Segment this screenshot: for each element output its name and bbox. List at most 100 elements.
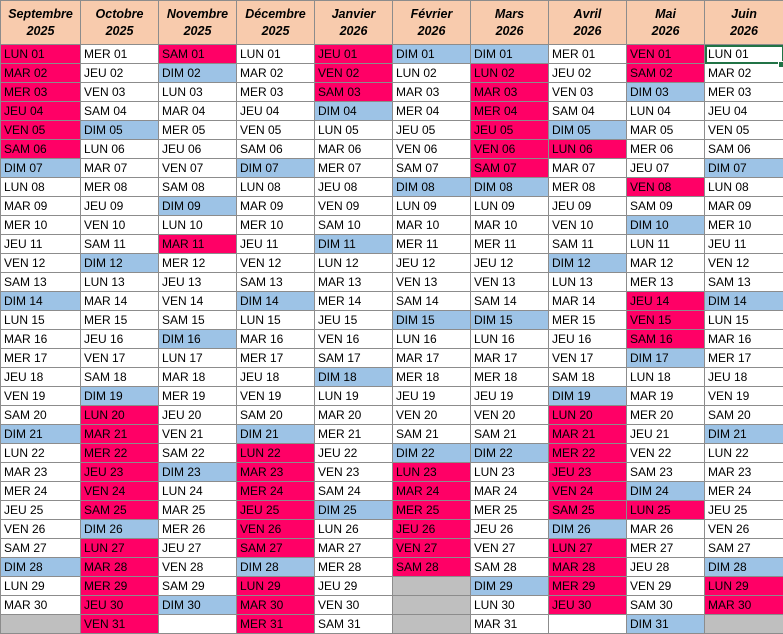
day-cell[interactable]: JEU 30 xyxy=(549,596,627,615)
day-cell[interactable]: VEN 03 xyxy=(81,83,159,102)
day-cell[interactable]: MER 11 xyxy=(393,235,471,254)
day-cell[interactable]: MER 06 xyxy=(627,140,705,159)
day-cell[interactable]: JEU 02 xyxy=(81,64,159,83)
day-cell[interactable]: MAR 05 xyxy=(627,121,705,140)
day-cell[interactable]: LUN 09 xyxy=(471,197,549,216)
day-cell[interactable]: LUN 02 xyxy=(471,64,549,83)
day-cell[interactable]: MER 15 xyxy=(549,311,627,330)
day-cell[interactable]: VEN 24 xyxy=(81,482,159,501)
day-cell[interactable]: MER 08 xyxy=(81,178,159,197)
day-cell[interactable]: MAR 28 xyxy=(549,558,627,577)
day-cell[interactable]: LUN 02 xyxy=(393,64,471,83)
day-cell[interactable]: DIM 26 xyxy=(549,520,627,539)
day-cell[interactable]: JEU 28 xyxy=(627,558,705,577)
day-cell[interactable]: LUN 15 xyxy=(237,311,315,330)
day-cell[interactable]: JEU 25 xyxy=(1,501,81,520)
day-cell[interactable]: MAR 26 xyxy=(627,520,705,539)
day-cell[interactable]: DIM 19 xyxy=(81,387,159,406)
day-cell[interactable]: MAR 16 xyxy=(1,330,81,349)
day-cell[interactable]: MAR 30 xyxy=(705,596,783,615)
day-cell[interactable]: DIM 08 xyxy=(393,178,471,197)
day-cell[interactable]: MAR 12 xyxy=(627,254,705,273)
day-cell[interactable]: LUN 17 xyxy=(159,349,237,368)
day-cell[interactable]: MAR 24 xyxy=(471,482,549,501)
day-cell[interactable]: LUN 29 xyxy=(237,577,315,596)
fill-handle[interactable] xyxy=(778,61,783,68)
day-cell[interactable]: MAR 23 xyxy=(237,463,315,482)
day-cell[interactable]: DIM 31 xyxy=(627,615,705,634)
day-cell[interactable]: MAR 20 xyxy=(315,406,393,425)
day-cell[interactable]: DIM 28 xyxy=(237,558,315,577)
day-cell[interactable]: JEU 12 xyxy=(471,254,549,273)
day-cell[interactable]: MAR 07 xyxy=(81,159,159,178)
day-cell[interactable]: DIM 21 xyxy=(705,425,783,444)
day-cell[interactable]: SAM 20 xyxy=(705,406,783,425)
day-cell[interactable]: LUN 27 xyxy=(81,539,159,558)
day-cell[interactable]: DIM 23 xyxy=(159,463,237,482)
day-cell[interactable]: MER 24 xyxy=(237,482,315,501)
day-cell[interactable]: VEN 17 xyxy=(81,349,159,368)
day-cell[interactable]: JEU 04 xyxy=(237,102,315,121)
day-cell[interactable]: DIM 30 xyxy=(159,596,237,615)
day-cell[interactable]: MAR 23 xyxy=(1,463,81,482)
day-cell[interactable]: VEN 10 xyxy=(549,216,627,235)
day-cell[interactable]: MER 05 xyxy=(159,121,237,140)
day-cell[interactable]: JEU 14 xyxy=(627,292,705,311)
day-cell[interactable]: LUN 11 xyxy=(627,235,705,254)
day-cell[interactable]: LUN 22 xyxy=(1,444,81,463)
day-cell[interactable]: VEN 29 xyxy=(627,577,705,596)
day-cell[interactable]: JEU 18 xyxy=(705,368,783,387)
day-cell[interactable]: DIM 12 xyxy=(81,254,159,273)
day-cell[interactable]: JEU 05 xyxy=(471,121,549,140)
day-cell[interactable]: MAR 31 xyxy=(471,615,549,634)
day-cell[interactable]: JEU 12 xyxy=(393,254,471,273)
day-cell[interactable]: JEU 26 xyxy=(471,520,549,539)
day-cell[interactable]: JEU 11 xyxy=(705,235,783,254)
day-cell[interactable]: LUN 06 xyxy=(81,140,159,159)
day-cell[interactable]: JEU 26 xyxy=(393,520,471,539)
day-cell[interactable]: MAR 11 xyxy=(159,235,237,254)
day-cell[interactable]: MER 17 xyxy=(705,349,783,368)
day-cell[interactable]: DIM 08 xyxy=(471,178,549,197)
day-cell[interactable]: SAM 04 xyxy=(81,102,159,121)
day-cell[interactable]: MAR 10 xyxy=(471,216,549,235)
day-cell[interactable]: JEU 25 xyxy=(237,501,315,520)
day-cell[interactable]: LUN 29 xyxy=(1,577,81,596)
day-cell[interactable]: MAR 07 xyxy=(549,159,627,178)
day-cell[interactable]: JEU 02 xyxy=(549,64,627,83)
day-cell[interactable]: MER 21 xyxy=(315,425,393,444)
day-cell[interactable]: DIM 02 xyxy=(159,64,237,83)
day-cell[interactable]: VEN 14 xyxy=(159,292,237,311)
day-cell[interactable]: VEN 12 xyxy=(237,254,315,273)
day-cell[interactable]: MAR 13 xyxy=(315,273,393,292)
day-cell[interactable]: SAM 14 xyxy=(393,292,471,311)
day-cell[interactable]: DIM 28 xyxy=(1,558,81,577)
day-cell[interactable]: JEU 05 xyxy=(393,121,471,140)
day-cell[interactable]: LUN 20 xyxy=(549,406,627,425)
day-cell[interactable]: JEU 11 xyxy=(237,235,315,254)
day-cell[interactable]: DIM 05 xyxy=(549,121,627,140)
day-cell[interactable]: DIM 07 xyxy=(1,159,81,178)
day-cell[interactable]: LUN 26 xyxy=(315,520,393,539)
day-cell[interactable]: MER 03 xyxy=(1,83,81,102)
day-cell[interactable]: MAR 09 xyxy=(1,197,81,216)
day-cell[interactable]: SAM 06 xyxy=(1,140,81,159)
day-cell[interactable]: MER 27 xyxy=(627,539,705,558)
day-cell[interactable]: JEU 07 xyxy=(627,159,705,178)
day-cell[interactable]: LUN 01 xyxy=(705,45,783,64)
day-cell[interactable]: JEU 09 xyxy=(549,197,627,216)
day-cell[interactable]: MER 25 xyxy=(471,501,549,520)
day-cell[interactable]: SAM 07 xyxy=(393,159,471,178)
day-cell[interactable]: VEN 05 xyxy=(237,121,315,140)
day-cell[interactable]: JEU 18 xyxy=(237,368,315,387)
day-cell[interactable]: MER 11 xyxy=(471,235,549,254)
day-cell[interactable]: JEU 06 xyxy=(159,140,237,159)
day-cell[interactable] xyxy=(159,615,237,634)
day-cell[interactable]: LUN 01 xyxy=(1,45,81,64)
day-cell[interactable]: SAM 08 xyxy=(159,178,237,197)
day-cell[interactable]: DIM 19 xyxy=(549,387,627,406)
day-cell[interactable]: VEN 15 xyxy=(627,311,705,330)
day-cell[interactable]: MAR 27 xyxy=(315,539,393,558)
